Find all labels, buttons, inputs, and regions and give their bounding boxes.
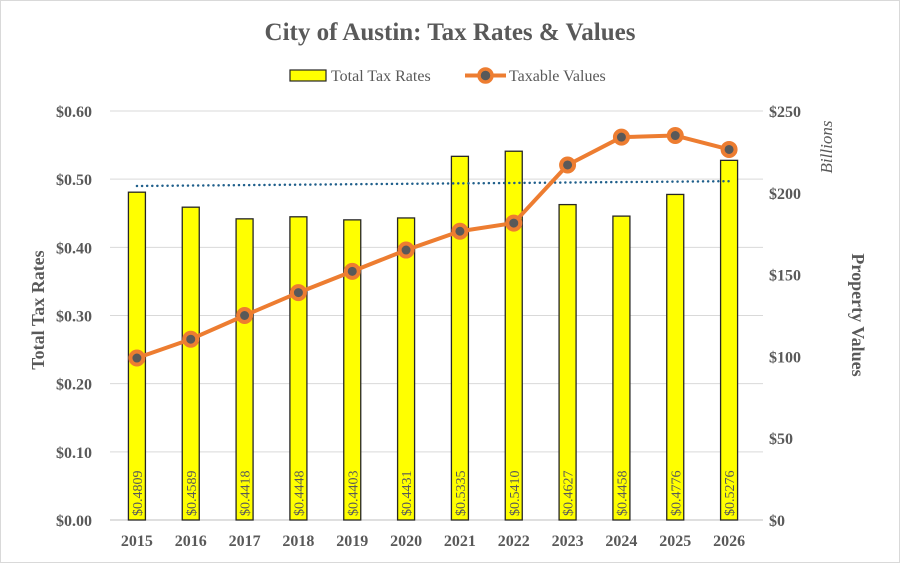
x-axis-tick-label: 2025: [659, 533, 691, 550]
line-point-2021: [451, 222, 469, 240]
left-axis-tick-label: $0.60: [56, 104, 92, 121]
bar-data-label-2024: $0.4458: [615, 471, 630, 517]
trendline: [135, 179, 731, 188]
taxable-values-line: [136, 133, 730, 360]
chart-title: City of Austin: Tax Rates & Values: [265, 19, 636, 46]
x-axis-tick-label: 2016: [175, 533, 207, 550]
legend-item-taxable-values[interactable]: Taxable Values: [465, 67, 606, 85]
x-axis-tick-label: 2015: [121, 533, 153, 550]
x-axis-tick-label: 2022: [498, 533, 530, 550]
right-axis-unit-label: Billions: [817, 120, 836, 173]
trendline-group: [135, 179, 731, 188]
line-point-2024: [612, 128, 630, 146]
taxable-values-line-group: [128, 127, 738, 367]
right-axis-tick-label: $0: [769, 513, 785, 530]
bar-data-label-2015: $0.4809: [131, 471, 146, 517]
left-axis-title: Total Tax Rates: [28, 250, 48, 369]
bar-data-label-2020: $0.4431: [400, 471, 415, 517]
left-axis-tick-label: $0.20: [56, 377, 92, 394]
bar-data-label-2018: $0.4448: [292, 471, 307, 517]
bar-2024: [612, 215, 631, 521]
x-axis-tick-label: 2019: [336, 533, 368, 550]
bar-data-label-2017: $0.4418: [239, 471, 254, 517]
line-point-2017: [236, 307, 254, 324]
right-axis-tick-label: $50: [769, 431, 793, 448]
legend-swatch-tax-rates: [289, 69, 327, 82]
line-point-2019: [343, 262, 361, 280]
legend: Total Tax Rates Taxable Values: [289, 67, 606, 85]
x-axis-tick-label: 2018: [282, 533, 314, 550]
left-axis-tick-label: $0.00: [56, 513, 92, 530]
bar-2022: [504, 150, 523, 521]
bar-2025: [666, 193, 685, 521]
bar-data-label-2016: $0.4589: [185, 471, 200, 517]
gridlines: [110, 110, 763, 521]
x-axis-tick-label: 2021: [444, 533, 476, 550]
legend-item-tax-rates[interactable]: Total Tax Rates: [289, 68, 431, 85]
right-axis-title: Property Values: [848, 253, 868, 376]
bar-2026: [719, 159, 739, 521]
right-axis-tick-label: $250: [769, 104, 801, 121]
bar-data-label-2025: $0.4776: [669, 471, 684, 517]
right-axis-ticks: $0 $50 $100 $150 $200 $250: [769, 104, 801, 530]
line-point-2018: [289, 284, 307, 302]
legend-label-taxable-values: Taxable Values: [509, 68, 606, 85]
x-axis-tick-label: 2020: [390, 533, 422, 550]
bar-data-label-2021: $0.5335: [454, 471, 469, 517]
right-axis-tick-label: $150: [769, 268, 801, 285]
legend-label-tax-rates: Total Tax Rates: [331, 68, 431, 85]
left-axis-tick-label: $0.50: [56, 172, 92, 189]
left-axis-tick-label: $0.10: [56, 445, 92, 462]
bar-2020: [396, 217, 416, 521]
left-axis-tick-label: $0.40: [56, 240, 92, 257]
left-axis-tick-label: $0.30: [56, 309, 92, 326]
line-point-2023: [559, 156, 577, 174]
legend-marker-taxable-values: [477, 67, 494, 84]
line-point-2016: [182, 330, 200, 348]
line-point-2015: [128, 349, 146, 367]
line-point-2022: [505, 214, 523, 232]
bar-data-label-2019: $0.4403: [346, 471, 361, 517]
right-axis-tick-label: $200: [769, 186, 801, 203]
line-point-2020: [397, 241, 415, 259]
bar-data-label-2022: $0.5410: [508, 471, 523, 517]
left-axis-ticks: $0.00 $0.10 $0.20 $0.30 $0.40 $0.50 $0.60: [56, 104, 92, 530]
bar-2016: [181, 206, 200, 521]
x-axis-tick-label: 2017: [229, 533, 261, 550]
bar-data-labels: $0.4809 $0.4589 $0.4418 $0.4448 $0.4403 $0.44…: [131, 471, 738, 517]
bar-2021: [450, 155, 470, 521]
line-point-2026: [720, 140, 738, 158]
line-point-2025: [666, 127, 684, 145]
right-axis-tick-label: $100: [769, 349, 801, 366]
bar-2023: [558, 203, 577, 521]
bars: [127, 150, 739, 521]
x-axis-tick-label: 2023: [552, 533, 584, 550]
x-axis-tick-label: 2026: [713, 533, 745, 550]
bar-data-label-2023: $0.4627: [562, 471, 577, 517]
bar-2017: [235, 218, 254, 521]
x-axis-tick-label: 2024: [605, 533, 637, 550]
bar-data-label-2026: $0.5276: [723, 471, 738, 517]
bar-2019: [343, 219, 362, 521]
x-axis-ticks: 2015 2016 2017 2018 2019 2020 2021 2022 2023 2024…: [121, 533, 745, 550]
